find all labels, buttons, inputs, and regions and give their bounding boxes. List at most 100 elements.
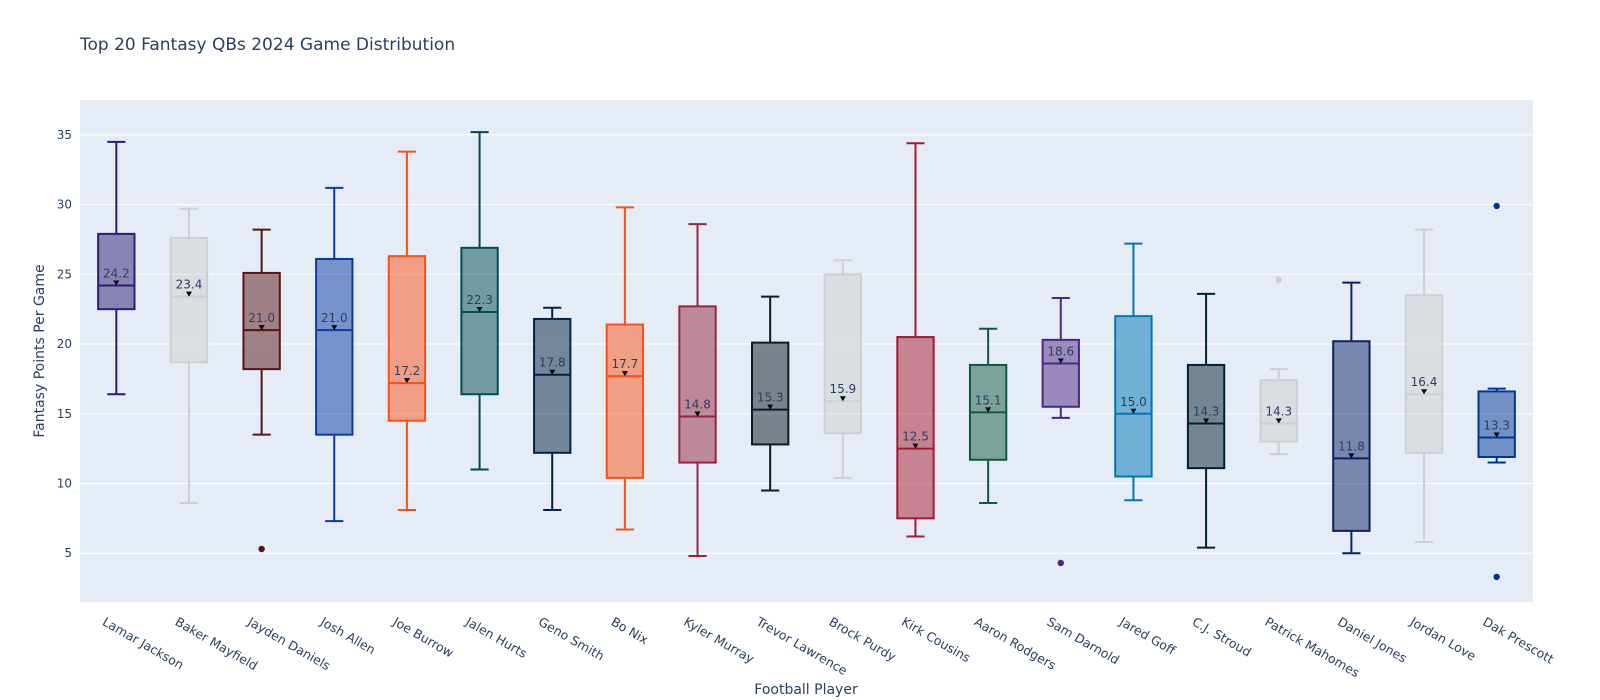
mean-marker xyxy=(767,404,774,410)
x-axis-title: Football Player xyxy=(754,682,858,698)
iqr-box xyxy=(1404,294,1444,454)
x-tick-label: Geno Smith xyxy=(536,614,607,664)
y-tick-label: 5 xyxy=(64,546,72,560)
y-tick-label: 20 xyxy=(57,337,72,351)
box-dak-prescott: 13.3 xyxy=(1477,202,1516,581)
x-tick-label: Bo Nix xyxy=(609,614,652,647)
x-tick-label: Jared Goff xyxy=(1116,613,1178,658)
y-tick-label: 25 xyxy=(57,267,72,281)
box-josh-allen: 21.0 xyxy=(315,186,354,523)
median-value-label: 15.1 xyxy=(975,393,1002,407)
y-axis-ticks: 5 10 15 20 25 30 35 xyxy=(57,128,72,560)
x-tick-label: Aaron Rodgers xyxy=(972,614,1059,673)
x-tick-label: Kyler Murray xyxy=(681,614,757,667)
iqr-box xyxy=(605,323,645,479)
x-tick-label: Josh Allen xyxy=(317,613,378,657)
mean-marker xyxy=(113,280,120,286)
median-value-label: 14.3 xyxy=(1265,405,1292,419)
median-value-label: 11.8 xyxy=(1338,439,1365,453)
box-trevor-lawrence: 15.3 xyxy=(751,295,790,492)
median-value-label: 21.0 xyxy=(321,311,348,325)
mean-marker xyxy=(185,291,192,297)
box-patrick-mahomes: 14.3 xyxy=(1259,276,1298,456)
iqr-box xyxy=(315,257,354,436)
median-value-label: 15.0 xyxy=(1120,395,1147,409)
mean-marker xyxy=(1203,418,1210,424)
y-axis-title: Fantasy Points Per Game xyxy=(32,264,48,437)
x-tick-label: Jalen Hurts xyxy=(462,613,529,661)
median-value-label: 14.3 xyxy=(1193,405,1220,419)
mean-marker xyxy=(1057,358,1064,364)
median-value-label: 13.3 xyxy=(1483,418,1510,432)
mean-marker xyxy=(621,371,628,377)
iqr-box xyxy=(387,255,427,422)
mean-marker xyxy=(476,306,483,312)
box-brock-purdy: 15.9 xyxy=(823,259,862,479)
iqr-box xyxy=(1041,338,1080,408)
iqr-box xyxy=(1259,379,1298,443)
mean-marker xyxy=(839,396,846,402)
median-value-label: 12.5 xyxy=(902,430,929,444)
median-value-label: 17.7 xyxy=(612,357,639,371)
median-value-label: 15.9 xyxy=(829,382,856,396)
box-aaron-rodgers: 15.1 xyxy=(968,327,1008,504)
median-value-label: 22.3 xyxy=(466,293,493,307)
y-tick-label: 30 xyxy=(57,198,72,212)
chart-title: Top 20 Fantasy QBs 2024 Game Distributio… xyxy=(79,35,455,55)
box-jordan-love: 16.4 xyxy=(1404,228,1444,544)
box-kirk-cousins: 12.5 xyxy=(896,142,935,538)
box-jayden-daniels: 21.0 xyxy=(242,228,281,553)
median-value-label: 17.8 xyxy=(539,356,566,370)
outlier-point xyxy=(1275,276,1282,284)
iqr-box xyxy=(751,341,790,446)
box-jalen-hurts: 22.3 xyxy=(460,131,499,471)
iqr-box xyxy=(678,305,717,464)
x-tick-label: Joe Burrow xyxy=(390,613,457,660)
outlier-point xyxy=(1057,559,1064,567)
y-tick-label: 10 xyxy=(57,476,72,490)
box-sam-darnold: 18.6 xyxy=(1041,297,1080,567)
x-tick-label: Jordan Love xyxy=(1407,613,1479,663)
iqr-box xyxy=(1332,340,1371,532)
iqr-box xyxy=(169,237,209,364)
mean-marker xyxy=(1421,389,1428,395)
iqr-box xyxy=(896,336,935,520)
median-value-label: 14.8 xyxy=(684,398,711,412)
box-daniel-jones: 11.8 xyxy=(1332,281,1371,555)
median-value-label: 24.2 xyxy=(103,266,130,280)
iqr-box xyxy=(242,271,281,371)
box-jared-goff: 15.0 xyxy=(1114,242,1153,502)
iqr-box xyxy=(460,246,499,396)
x-tick-label: C.J. Stroud xyxy=(1190,614,1254,660)
outlier-point xyxy=(258,545,265,553)
mean-marker xyxy=(403,378,410,384)
mean-marker xyxy=(985,407,992,413)
iqr-box xyxy=(1114,315,1153,478)
median-value-label: 16.4 xyxy=(1411,375,1438,389)
iqr-box xyxy=(1186,363,1226,470)
y-tick-label: 35 xyxy=(57,128,72,142)
mean-marker xyxy=(1130,408,1137,414)
box-kyler-murray: 14.8 xyxy=(678,223,717,557)
mean-marker xyxy=(694,411,701,417)
box-joe-burrow: 17.2 xyxy=(387,150,427,511)
iqr-box xyxy=(823,273,862,435)
outlier-point xyxy=(1493,573,1500,581)
median-value-label: 15.3 xyxy=(757,391,784,405)
mean-marker xyxy=(331,325,338,331)
median-value-label: 21.0 xyxy=(248,311,275,325)
box-geno-smith: 17.8 xyxy=(533,306,572,511)
mean-marker xyxy=(1275,418,1282,424)
mean-marker xyxy=(258,325,265,331)
median-value-label: 17.2 xyxy=(394,364,421,378)
y-tick-label: 15 xyxy=(57,407,72,421)
mean-marker xyxy=(912,443,919,449)
x-tick-label: Lamar Jackson xyxy=(100,614,186,673)
mean-marker xyxy=(1348,453,1355,459)
box-baker-mayfield: 23.4 xyxy=(169,207,209,504)
median-value-label: 23.4 xyxy=(176,278,203,292)
mean-marker xyxy=(1493,432,1500,438)
median-value-label: 18.6 xyxy=(1047,345,1074,359)
